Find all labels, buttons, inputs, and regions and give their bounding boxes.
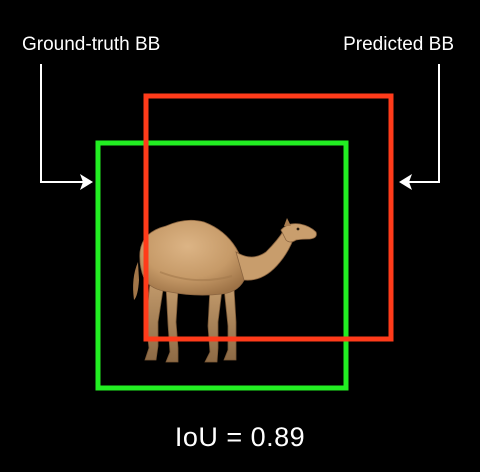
predicted-arrow-icon (399, 64, 440, 190)
ground-truth-arrow-icon (40, 64, 93, 190)
predicted-box (143, 93, 394, 342)
ground-truth-label: Ground-truth BB (22, 34, 161, 55)
predicted-label: Predicted BB (343, 34, 454, 55)
ground-truth-box (95, 140, 349, 391)
camel-image (133, 218, 317, 363)
iou-value-label: IoU = 0.89 (174, 422, 306, 452)
